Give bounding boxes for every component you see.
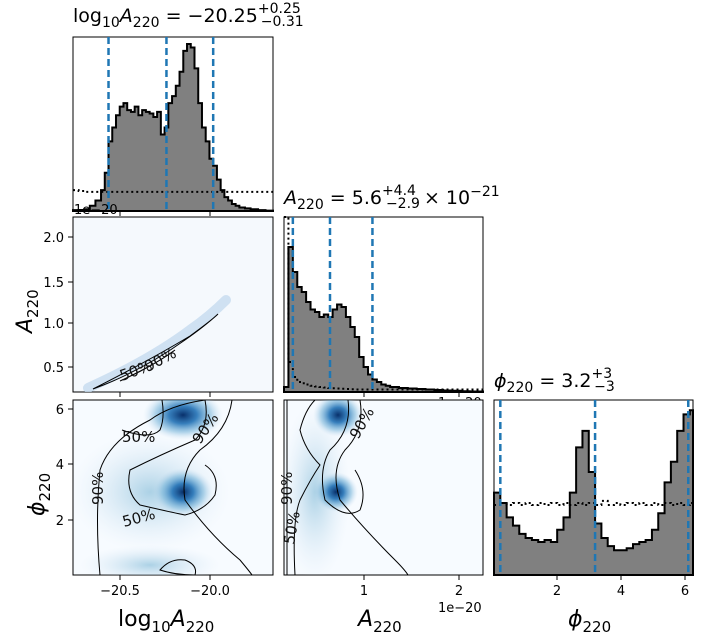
contour-label-90-left: 90% bbox=[89, 472, 107, 505]
contour-50-logA-A bbox=[119, 349, 176, 382]
density-A-vs-phi-panel: 90% 90% 50% bbox=[278, 399, 484, 576]
x-axis-label-log-amplitude: log10A220 bbox=[118, 607, 214, 636]
hist-log-amplitude-bars bbox=[72, 37, 274, 212]
tick-label-phi-x-2: 6 bbox=[681, 584, 689, 599]
hist-phase-panel: ϕ220 = 3.2+3 −3 bbox=[493, 366, 694, 576]
posterior-histogram bbox=[493, 409, 694, 576]
prior-histogram bbox=[284, 216, 483, 391]
density-logA-vs-A-axes bbox=[72, 216, 274, 393]
y-axis-label-amplitude: A220 bbox=[13, 289, 42, 335]
title-amplitude: A220 = 5.6+4.4 −2.9 × 10−21 bbox=[282, 183, 500, 213]
tick-label-phi-y-2: 2 bbox=[56, 514, 64, 529]
title-amp-exp: −21 bbox=[470, 184, 500, 200]
title-amp-tail: × 10 bbox=[424, 187, 470, 209]
contour-90-logA-A bbox=[92, 313, 219, 390]
tick-label-a-y-3: 0.5 bbox=[43, 361, 64, 376]
offset-label-top-left: 1e−20 bbox=[74, 203, 118, 218]
density-haze-bottom bbox=[80, 545, 220, 575]
tick-label-a-y-1: 1.5 bbox=[43, 276, 64, 291]
title-log-up: +0.25 bbox=[258, 1, 301, 17]
contour-50-logA-phi bbox=[121, 400, 217, 516]
hist-amplitude-bars bbox=[283, 216, 484, 393]
posterior-histogram bbox=[283, 246, 484, 393]
tick-label-log-x-0: −20.5 bbox=[100, 584, 140, 599]
tick-label-a-y-0: 2.0 bbox=[43, 231, 64, 246]
contour-island bbox=[159, 559, 196, 575]
tick-label-a-x-1: 2 bbox=[455, 584, 463, 599]
title-log-value: −20.25 bbox=[188, 5, 258, 27]
contour-label-50-top: 50% bbox=[122, 428, 155, 446]
tick-label-a-x-0: 1 bbox=[360, 584, 368, 599]
title-phase: ϕ220 = 3.2+3 −3 bbox=[494, 366, 615, 396]
density-ridge bbox=[83, 295, 231, 392]
ticks bbox=[68, 211, 686, 580]
hist-amplitude-panel: 1e−20 A220 = 5.6+4.4−2.9× 10−21 bbox=[282, 183, 500, 411]
title-phase-up: +3 bbox=[592, 366, 613, 382]
contour-90-A-phi bbox=[286, 400, 409, 575]
x-axis-label-phase: ϕ220 bbox=[568, 607, 611, 636]
title-log-down: −0.31 bbox=[261, 14, 304, 30]
title-phase-value: 3.2 bbox=[561, 370, 591, 392]
y-axis-label-phase: ϕ220 bbox=[25, 473, 54, 516]
tick-label-a-y-2: 1.0 bbox=[43, 317, 64, 332]
hist-phase-bars bbox=[493, 400, 694, 576]
title-amp-down: −2.9 bbox=[386, 196, 420, 212]
contour-label-90-A-left: 90% bbox=[278, 472, 296, 505]
density-peak-mid-A bbox=[314, 472, 358, 512]
title-amp-value: 5.6 bbox=[352, 187, 382, 209]
density-peak-mid bbox=[153, 468, 213, 516]
contour-50-A-phi bbox=[293, 400, 364, 575]
tick-label-phi-y-1: 4 bbox=[56, 458, 64, 473]
tick-label-phi-y-0: 6 bbox=[56, 403, 64, 418]
tick-label-log-x-1: −20.0 bbox=[190, 584, 230, 599]
title-phase-down: −3 bbox=[594, 379, 615, 395]
hist-log-amplitude-panel: 1e−20 log10A220 = −20.25+0.25 −0.31 bbox=[72, 1, 304, 218]
contour-90-logA-phi bbox=[97, 400, 253, 575]
title-amp-up: +4.4 bbox=[382, 183, 416, 199]
title-log-amplitude: log10A220 = −20.25+0.25 −0.31 bbox=[73, 1, 304, 31]
posterior-histogram bbox=[72, 42, 274, 212]
density-logA-vs-phi-panel: 50% 90% 90% 50% bbox=[72, 399, 274, 576]
contour-label-50-A: 50% bbox=[280, 510, 304, 546]
density-logA-vs-A-panel: 50% 90% bbox=[72, 216, 274, 393]
tick-label-phi-x-1: 4 bbox=[617, 584, 625, 599]
density-peak-top-A bbox=[313, 400, 363, 437]
prior-histogram bbox=[494, 499, 693, 506]
tick-label-phi-x-0: 2 bbox=[553, 584, 561, 599]
offset-label-bottom-middle: 1e−20 bbox=[438, 601, 482, 616]
x-axis-label-amplitude: A220 bbox=[356, 607, 402, 636]
